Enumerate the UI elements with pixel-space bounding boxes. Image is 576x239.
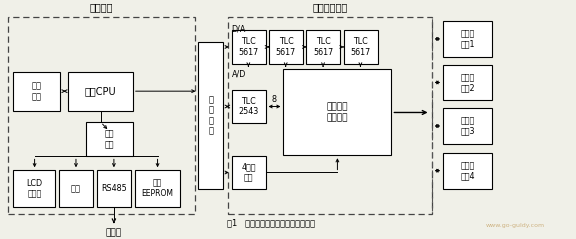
Text: 化成充
電機1: 化成充 電機1 bbox=[460, 29, 475, 49]
FancyBboxPatch shape bbox=[232, 90, 266, 123]
Text: 光
耦
隔
離: 光 耦 隔 離 bbox=[208, 95, 213, 135]
Text: 鍵盤: 鍵盤 bbox=[71, 184, 81, 193]
FancyBboxPatch shape bbox=[443, 21, 492, 57]
Text: LCD
顯示器: LCD 顯示器 bbox=[26, 179, 43, 198]
FancyBboxPatch shape bbox=[283, 69, 392, 155]
Text: TLC
5617: TLC 5617 bbox=[313, 37, 334, 57]
Text: D/A: D/A bbox=[232, 25, 246, 34]
Text: TLC
5617: TLC 5617 bbox=[276, 37, 296, 57]
Text: 光耦
隔離: 光耦 隔離 bbox=[105, 130, 114, 149]
Text: 4路開
關量: 4路開 關量 bbox=[241, 163, 256, 182]
FancyBboxPatch shape bbox=[443, 108, 492, 144]
FancyBboxPatch shape bbox=[59, 170, 93, 207]
Text: 化成充
電機3: 化成充 電機3 bbox=[460, 116, 475, 136]
Text: 8: 8 bbox=[272, 95, 276, 104]
Text: A/D: A/D bbox=[232, 70, 246, 78]
Text: RS485: RS485 bbox=[101, 184, 127, 193]
Text: 上位機: 上位機 bbox=[106, 229, 122, 238]
FancyBboxPatch shape bbox=[13, 170, 55, 207]
Text: 輸入輸出
調理電路: 輸入輸出 調理電路 bbox=[327, 103, 348, 122]
FancyBboxPatch shape bbox=[69, 72, 133, 111]
FancyBboxPatch shape bbox=[198, 42, 223, 189]
FancyBboxPatch shape bbox=[232, 30, 266, 64]
FancyBboxPatch shape bbox=[443, 153, 492, 189]
FancyBboxPatch shape bbox=[232, 157, 266, 189]
FancyBboxPatch shape bbox=[97, 170, 131, 207]
FancyBboxPatch shape bbox=[135, 170, 180, 207]
Text: www.go-guldy.com: www.go-guldy.com bbox=[486, 223, 544, 228]
FancyBboxPatch shape bbox=[269, 30, 303, 64]
Text: 過程處理模塊: 過程處理模塊 bbox=[312, 3, 347, 13]
Text: 主控模塊: 主控模塊 bbox=[90, 3, 113, 13]
FancyBboxPatch shape bbox=[344, 30, 378, 64]
Text: 圖1   化成充放電控制器的硬件結構圖: 圖1 化成充放電控制器的硬件結構圖 bbox=[227, 218, 315, 227]
Text: 復位
保護: 復位 保護 bbox=[32, 81, 42, 101]
FancyBboxPatch shape bbox=[443, 65, 492, 100]
Text: TLC
2543: TLC 2543 bbox=[238, 97, 259, 116]
FancyBboxPatch shape bbox=[86, 122, 133, 157]
Text: 主控CPU: 主控CPU bbox=[85, 86, 116, 96]
FancyBboxPatch shape bbox=[13, 72, 60, 111]
Text: TLC
5617: TLC 5617 bbox=[351, 37, 371, 57]
FancyBboxPatch shape bbox=[306, 30, 340, 64]
Text: 化成充
電機4: 化成充 電機4 bbox=[460, 161, 475, 180]
Text: 化成充
電機2: 化成充 電機2 bbox=[460, 73, 475, 92]
Text: 串行
EEPROM: 串行 EEPROM bbox=[142, 179, 173, 198]
Text: TLC
5617: TLC 5617 bbox=[238, 37, 259, 57]
